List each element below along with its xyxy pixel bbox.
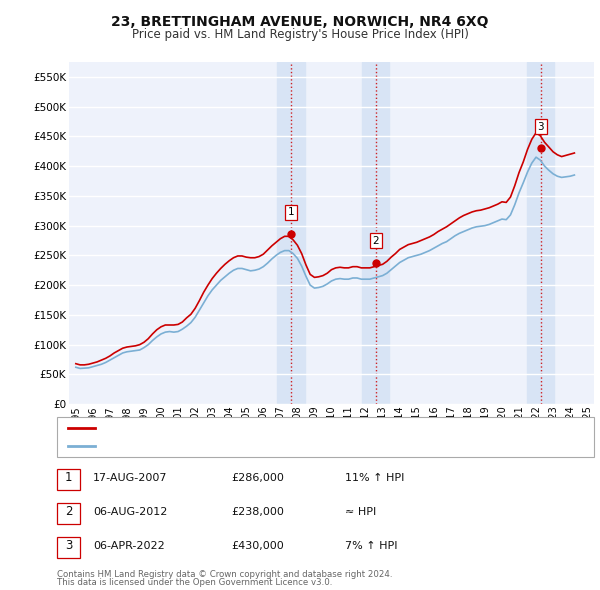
Text: This data is licensed under the Open Government Licence v3.0.: This data is licensed under the Open Gov… (57, 578, 332, 587)
Text: ≈ HPI: ≈ HPI (345, 507, 376, 516)
Text: £286,000: £286,000 (231, 473, 284, 483)
Bar (277, 62, 305, 404)
Text: 23, BRETTINGHAM AVENUE, NORWICH, NR4 6XQ (detached house): 23, BRETTINGHAM AVENUE, NORWICH, NR4 6XQ… (99, 423, 464, 433)
Text: 1: 1 (287, 207, 294, 217)
Text: 1: 1 (65, 471, 72, 484)
Text: 2: 2 (373, 236, 379, 246)
Text: 3: 3 (538, 122, 544, 132)
Bar (527, 62, 554, 404)
Text: 06-APR-2022: 06-APR-2022 (93, 541, 165, 550)
Text: 11% ↑ HPI: 11% ↑ HPI (345, 473, 404, 483)
Text: Contains HM Land Registry data © Crown copyright and database right 2024.: Contains HM Land Registry data © Crown c… (57, 570, 392, 579)
Text: HPI: Average price, detached house, South Norfolk: HPI: Average price, detached house, Sout… (99, 441, 376, 451)
Text: 17-AUG-2007: 17-AUG-2007 (93, 473, 167, 483)
Text: £238,000: £238,000 (231, 507, 284, 516)
Bar (362, 62, 389, 404)
Text: 23, BRETTINGHAM AVENUE, NORWICH, NR4 6XQ: 23, BRETTINGHAM AVENUE, NORWICH, NR4 6XQ (111, 15, 489, 29)
Text: 7% ↑ HPI: 7% ↑ HPI (345, 541, 398, 550)
Text: 3: 3 (65, 539, 72, 552)
Text: Price paid vs. HM Land Registry's House Price Index (HPI): Price paid vs. HM Land Registry's House … (131, 28, 469, 41)
Text: 2: 2 (65, 505, 72, 518)
Text: 06-AUG-2012: 06-AUG-2012 (93, 507, 167, 516)
Text: £430,000: £430,000 (231, 541, 284, 550)
